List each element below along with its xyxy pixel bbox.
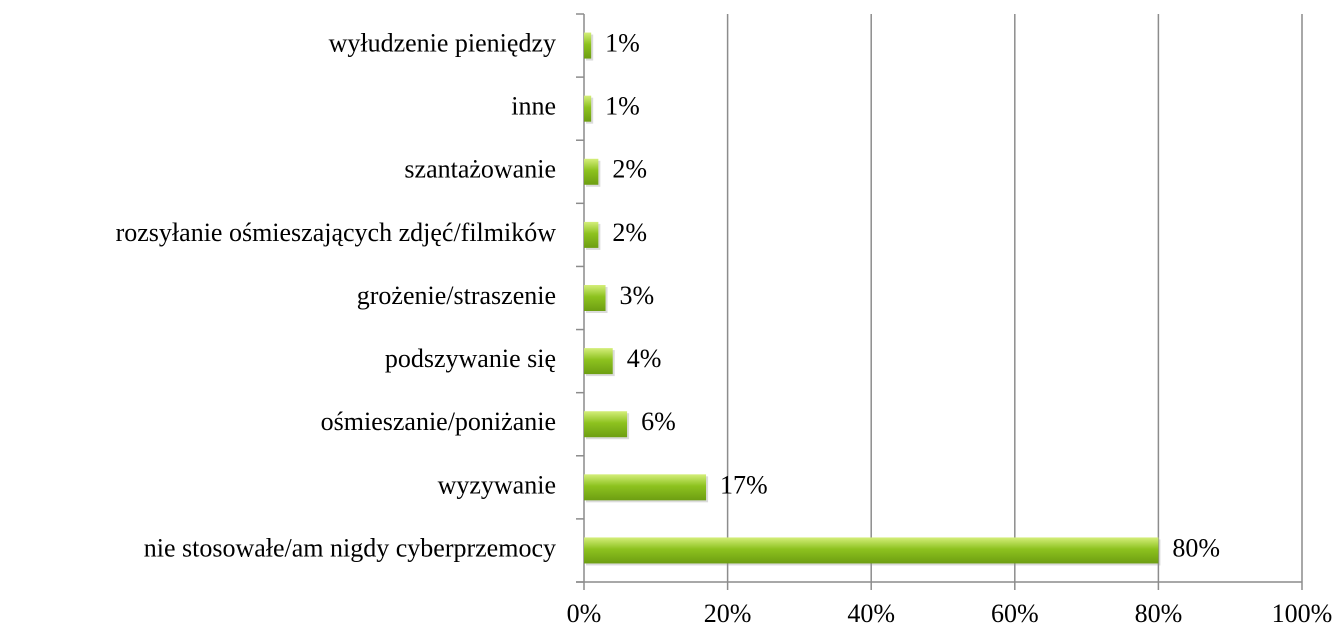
data-label: 2% <box>612 155 647 184</box>
data-label: 4% <box>627 344 662 373</box>
data-label: 17% <box>720 470 768 499</box>
bar <box>584 95 592 122</box>
data-label: 2% <box>612 218 647 247</box>
x-tick-label: 80% <box>1135 599 1183 628</box>
x-tick-label: 20% <box>704 599 752 628</box>
y-tick-label: szantażowanie <box>404 155 556 184</box>
y-tick-label: wyzywanie <box>438 470 556 499</box>
x-tick-label: 0% <box>567 599 602 628</box>
y-tick-label: rozsyłanie ośmieszających zdjęć/filmików <box>116 218 557 247</box>
bar <box>584 221 599 248</box>
data-label: 6% <box>641 407 676 436</box>
data-label: 1% <box>605 29 640 58</box>
data-label: 1% <box>605 92 640 121</box>
x-tick-label: 60% <box>991 599 1039 628</box>
x-tick-label: 100% <box>1272 599 1333 628</box>
y-tick-label: podszywanie się <box>385 344 556 373</box>
data-label: 80% <box>1172 533 1220 562</box>
bar <box>584 537 1159 564</box>
bar <box>584 474 707 501</box>
bar <box>584 158 599 185</box>
y-tick-label: wyłudzenie pieniędzy <box>329 29 556 58</box>
y-tick-label: nie stosowałe/am nigdy cyberprzemocy <box>144 533 556 562</box>
y-tick-label: inne <box>511 92 556 121</box>
y-tick-label: grożenie/straszenie <box>357 281 556 310</box>
y-tick-label: ośmieszanie/poniżanie <box>321 407 556 436</box>
bar <box>584 411 628 438</box>
bar <box>584 285 606 311</box>
bar <box>584 348 613 375</box>
bar <box>584 32 592 59</box>
x-tick-label: 40% <box>847 599 895 628</box>
data-label: 3% <box>620 281 655 310</box>
